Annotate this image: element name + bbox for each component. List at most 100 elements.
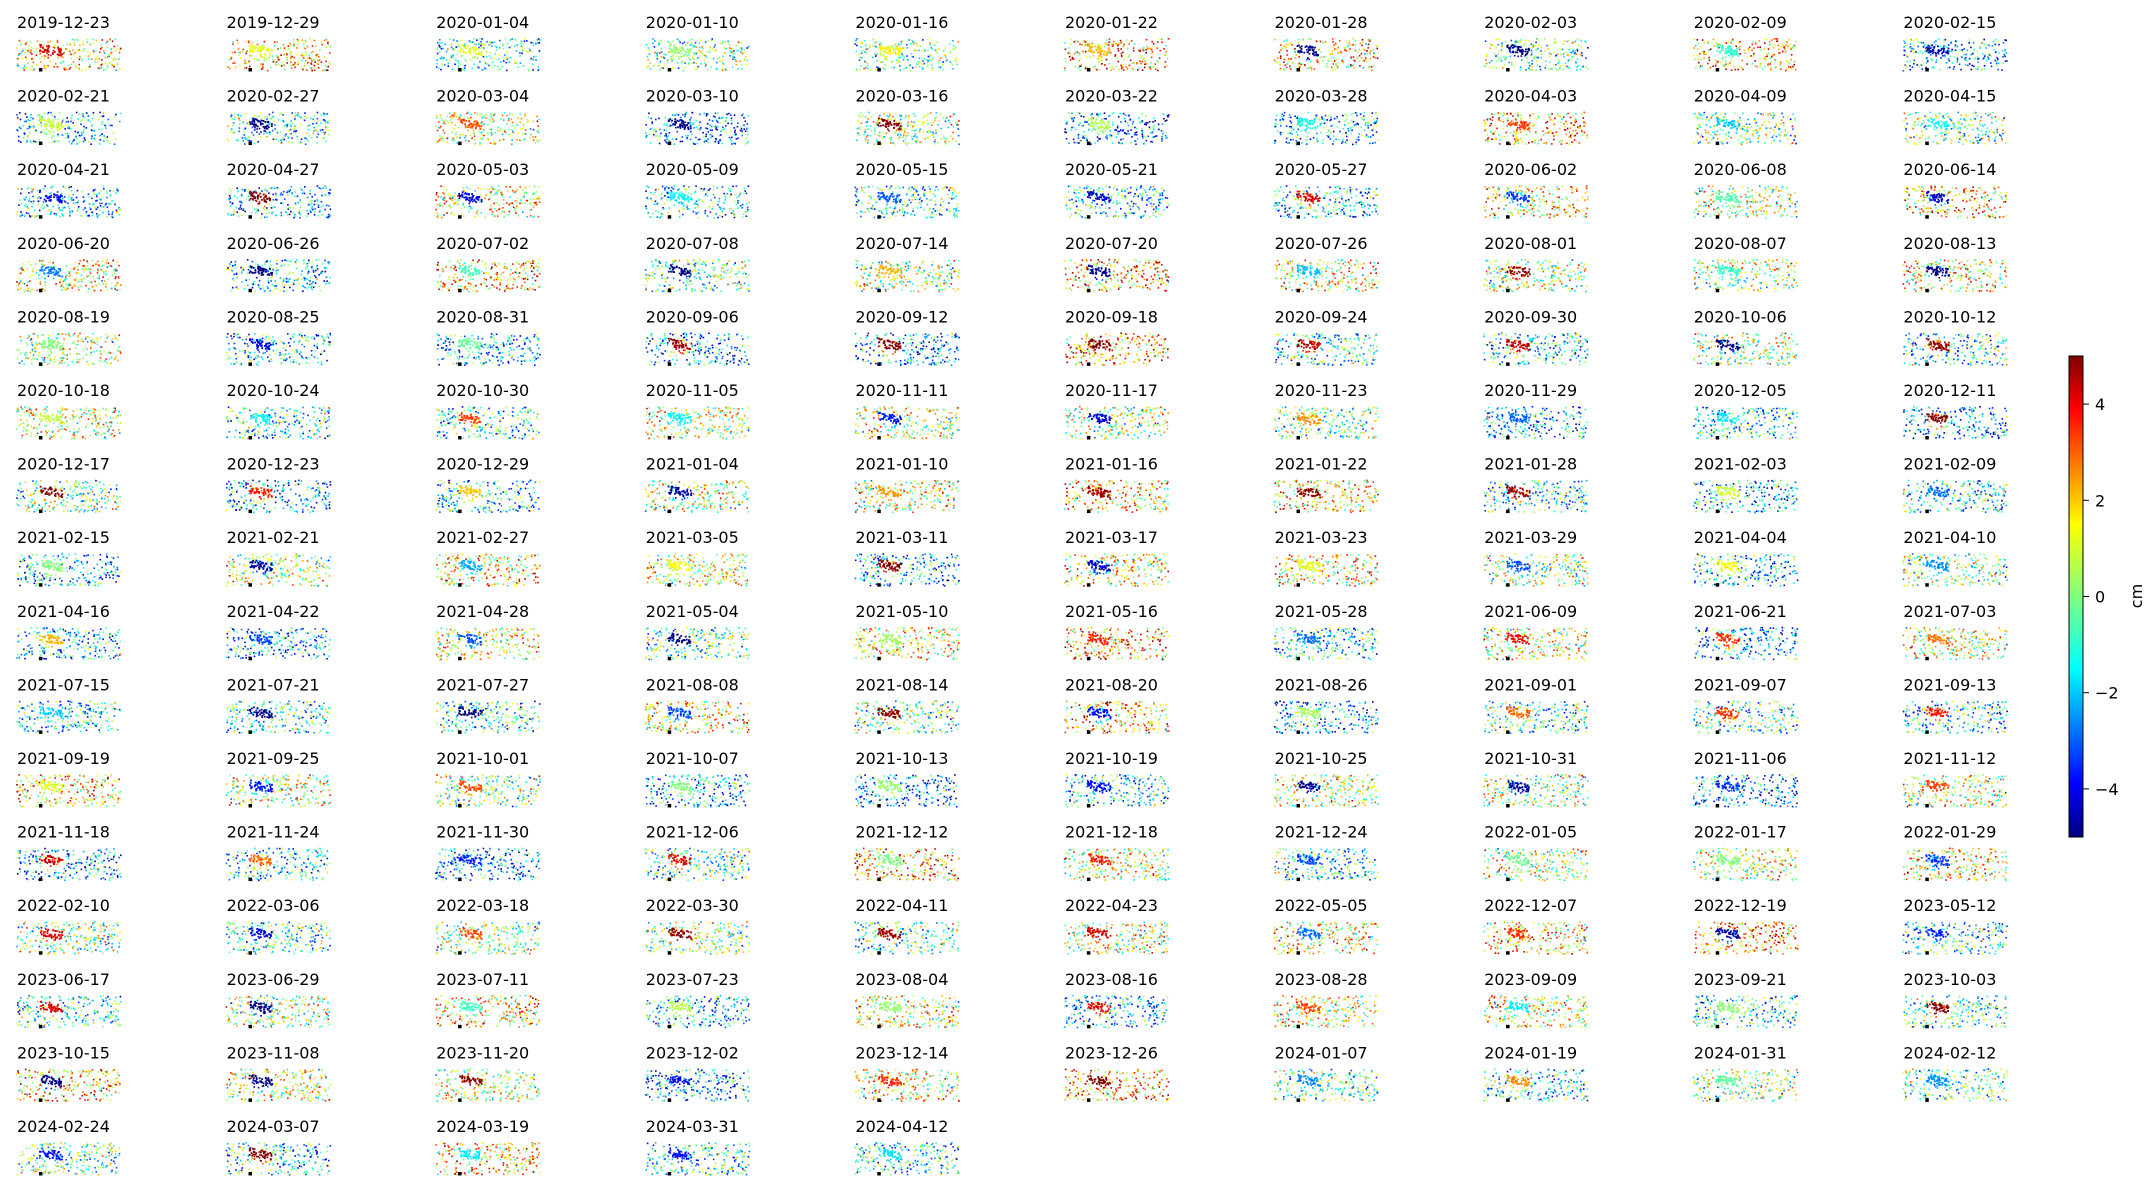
scatter-point [45, 120, 47, 122]
scatter-point [310, 52, 312, 54]
scatter-point [898, 43, 900, 45]
scatter-point [900, 50, 902, 52]
scatter-point [274, 41, 276, 43]
scatter-point [1079, 54, 1081, 56]
scatter-point [307, 57, 309, 59]
scatter-point [1280, 49, 1282, 51]
scatter-point [876, 42, 878, 44]
scatter-point [46, 52, 48, 54]
scatter-point [278, 59, 280, 61]
scatter-point [326, 39, 328, 41]
scatter-point [709, 51, 711, 53]
scatter-point [699, 57, 701, 59]
scatter-point [520, 43, 522, 45]
scatter-point [39, 58, 41, 60]
scatter-point [1732, 56, 1734, 58]
scatter-point [1725, 48, 1727, 50]
scatter-point [1536, 61, 1538, 63]
scatter-point [1120, 65, 1122, 67]
scatter-point [1333, 44, 1335, 46]
scatter-point [1146, 45, 1148, 47]
scatter-point [74, 125, 76, 127]
scatter-point [28, 119, 30, 121]
scatter-point [300, 141, 302, 143]
scatter-point [1766, 60, 1768, 62]
scatter-point [1541, 54, 1543, 56]
scatter-point [2005, 40, 2007, 42]
scatter-point [1989, 54, 1991, 56]
scatter-point [20, 42, 22, 44]
scatter-point [1528, 62, 1530, 64]
scatter-point [1518, 48, 1520, 50]
scatter-point [470, 51, 472, 53]
scatter-point [1946, 51, 1948, 53]
scatter-point [41, 119, 43, 121]
scatter-point [1947, 67, 1949, 69]
scatter-point [1157, 70, 1159, 72]
scatter-point [1519, 40, 1521, 42]
scatter-point [1533, 44, 1535, 46]
scatter-point [535, 59, 537, 61]
scatter-point [75, 52, 77, 54]
scatter-point [1538, 57, 1540, 59]
scatter-point [702, 46, 704, 48]
scatter-point [1068, 47, 1070, 49]
scatter-point [670, 56, 672, 58]
scatter-point [1724, 42, 1726, 44]
scatter-point [1759, 46, 1761, 48]
scatter-point [1147, 48, 1149, 50]
scatter-point [506, 51, 508, 53]
scatter-point [1276, 61, 1278, 63]
scatter-point [682, 43, 684, 45]
scatter-point [652, 38, 654, 40]
scatter-point [1349, 40, 1351, 42]
scatter-point [1513, 66, 1515, 68]
scatter-point [687, 51, 689, 53]
scatter-point [63, 44, 65, 46]
scatter-point [88, 141, 90, 143]
scatter-point [1913, 40, 1915, 42]
scatter-point [720, 42, 722, 44]
scatter-point [1581, 40, 1583, 42]
scatter-point [898, 57, 900, 59]
scatter-point [1717, 43, 1719, 45]
scatter-point [44, 113, 46, 115]
scatter-point [491, 45, 493, 47]
scatter-point [1126, 39, 1128, 41]
scatter-point [1739, 66, 1741, 68]
scatter-point [1545, 61, 1547, 63]
scatter-point [1969, 63, 1971, 65]
scatter-point [289, 43, 291, 45]
scatter-point [1737, 42, 1739, 44]
scatter-point [1280, 44, 1282, 46]
scatter-point [1118, 69, 1120, 71]
scatter-point [57, 57, 59, 59]
scatter-point [83, 126, 85, 128]
scatter-point [1571, 56, 1573, 58]
scatter-point [1936, 59, 1938, 61]
scatter-point [1574, 52, 1576, 54]
scatter-point [1707, 69, 1709, 71]
scatter-point [679, 42, 681, 44]
scatter-point [921, 63, 923, 65]
scatter-point [1734, 69, 1736, 71]
scatter-point [480, 43, 482, 45]
scatter-point [66, 117, 68, 119]
scatter-point [21, 58, 23, 60]
scatter-point [296, 54, 298, 56]
scatter-point [864, 51, 866, 53]
scatter-point [98, 58, 100, 60]
scatter-point [1286, 44, 1288, 46]
scatter-point [509, 47, 511, 49]
scatter-point [1720, 62, 1722, 64]
scatter-point [1903, 46, 1905, 48]
scatter-point [1755, 65, 1757, 67]
scatter-point [1739, 49, 1741, 51]
scatter-point [1306, 49, 1308, 51]
scatter-point [1128, 43, 1130, 45]
scatter-point [1909, 69, 1911, 71]
scatter-point [244, 134, 246, 136]
scatter-point [1108, 41, 1110, 43]
scatter-point [1089, 56, 1091, 58]
scatter-point [34, 51, 36, 53]
